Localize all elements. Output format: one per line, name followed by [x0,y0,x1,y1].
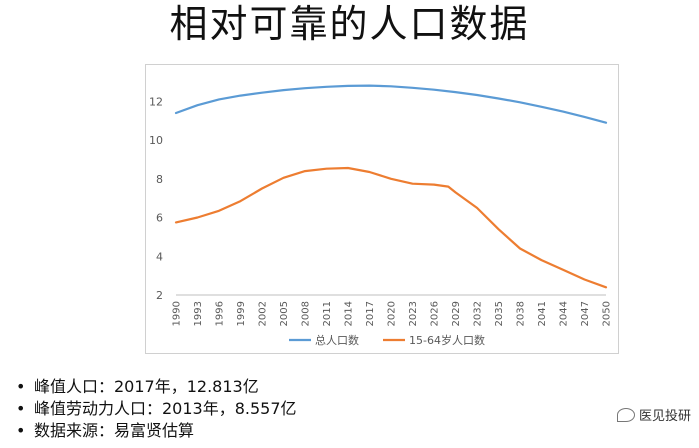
x-tick-label: 2050 [602,301,613,326]
series-line-total-population [174,84,608,124]
bullet-dot-icon: • [16,421,26,440]
watermark-text: 医见投研 [638,409,691,424]
legend-label: 总人口数 [315,333,359,347]
bullet-peak-labor: • 峰值劳动力人口：2013年，8.557亿 [16,398,297,420]
x-tick-label: 2032 [473,301,484,326]
x-tick-label: 2017 [365,301,376,326]
y-tick-label: 6 [156,212,163,225]
y-tick-label: 2 [156,289,163,302]
x-tick-label: 2035 [494,301,505,326]
legend: 总人口数 15-64岁人口数 [289,333,485,347]
x-tick-label: 2038 [516,301,527,326]
y-tick-label: 10 [149,134,163,147]
x-axis: 1990 1993 1996 1999 2002 2005 2008 2011 2014 2017… [172,301,613,326]
x-tick-label: 2014 [344,301,355,326]
slide-title: 相对可靠的人口数据 [169,2,530,46]
bullet-list: • 峰值人口：2017年，12.813亿 • 峰值劳动力人口：2013年，8.557… [16,376,297,442]
bullet-text: 峰值劳动力人口：2013年，8.557亿 [34,399,297,418]
x-tick-label: 2023 [408,301,419,326]
series-group [174,84,608,289]
wechat-icon [616,407,635,422]
x-tick-label: 2044 [559,301,570,326]
x-tick-label: 2005 [279,301,290,326]
x-tick-label: 2011 [322,301,333,326]
x-tick-label: 2020 [387,301,398,326]
x-tick-label: 2041 [537,301,548,326]
watermark: 医见投研 [616,405,691,424]
series-line-working-age [174,166,608,289]
y-axis: 2 4 6 8 10 12 [149,95,163,302]
x-tick-label: 1993 [193,301,204,326]
y-tick-label: 12 [149,95,163,108]
x-tick-label: 2047 [580,301,591,326]
x-tick-label: 1990 [172,301,183,326]
x-tick-label: 1999 [236,301,247,326]
bullet-dot-icon: • [16,399,26,418]
x-tick-label: 2002 [258,301,269,326]
x-tick-label: 2026 [430,301,441,326]
x-tick-label: 2029 [451,301,462,326]
bullet-dot-icon: • [16,377,26,396]
bullet-text: 数据来源：易富贤估算 [34,421,195,440]
y-tick-label: 4 [156,250,163,263]
y-tick-label: 8 [156,173,163,186]
x-tick-label: 2008 [301,301,312,326]
x-tick-label: 1996 [215,301,226,326]
bullet-text: 峰值人口：2017年，12.813亿 [34,377,259,396]
legend-label: 15-64岁人口数 [409,333,485,347]
bullet-peak-population: • 峰值人口：2017年，12.813亿 [16,376,297,398]
bullet-data-source: • 数据来源：易富贤估算 [16,420,297,442]
